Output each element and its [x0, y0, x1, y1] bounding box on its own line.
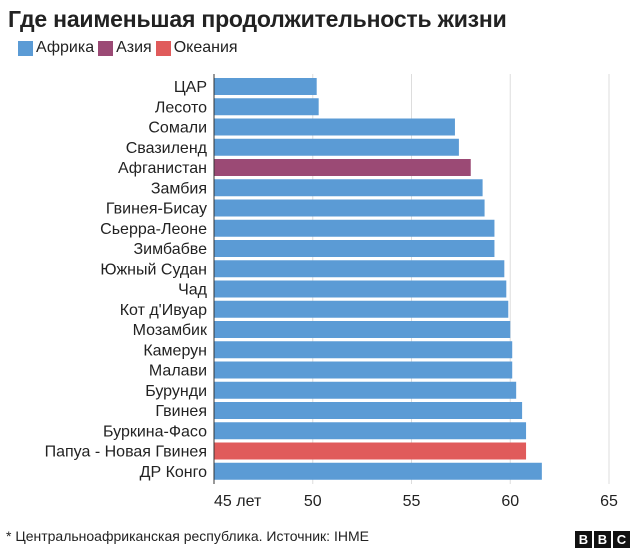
- legend-swatch-africa: [18, 40, 33, 56]
- category-label: Южный Судан: [100, 261, 207, 278]
- bar: [214, 260, 505, 278]
- category-label: ДР Конго: [140, 464, 207, 481]
- category-label: Малави: [149, 363, 207, 380]
- bar: [214, 98, 319, 116]
- x-tick-label: 65: [600, 493, 618, 510]
- bbc-logo-letter: C: [613, 531, 630, 548]
- category-label: Гвинея-Бисау: [106, 201, 207, 218]
- legend-label-africa: Африка: [36, 39, 95, 56]
- bbc-logo-letter: B: [594, 531, 611, 548]
- bbc-logo: B B C: [573, 531, 630, 548]
- legend-item-asia: Азия: [98, 39, 152, 57]
- category-label: Свазиленд: [126, 140, 208, 157]
- bar: [214, 78, 317, 95]
- bar: [214, 280, 507, 298]
- legend-item-oceania: Океания: [155, 39, 238, 57]
- legend-swatch-oceania: [155, 40, 171, 56]
- bar: [214, 300, 509, 318]
- category-label: Замбия: [151, 180, 207, 197]
- category-label: Лесото: [155, 99, 207, 116]
- bar: [214, 179, 483, 197]
- category-label: Сьерра-Леоне: [100, 221, 207, 238]
- bar: [214, 118, 455, 136]
- footnote: * Центральноафриканская республика. Исто…: [6, 528, 369, 544]
- bar: [214, 321, 511, 338]
- bar: [214, 462, 542, 480]
- x-tick-label: 60: [501, 493, 519, 510]
- category-label: ЦАР: [174, 79, 207, 96]
- bar: [214, 402, 523, 419]
- bar: [214, 219, 495, 237]
- category-label: Гвинея: [155, 403, 207, 420]
- x-tick-label: 55: [403, 493, 421, 510]
- bbc-logo-letter: B: [575, 531, 592, 548]
- x-tick-label: 50: [304, 493, 322, 510]
- legend: Африка Азия Океания: [18, 38, 242, 58]
- bar: [214, 199, 485, 217]
- bar: [214, 422, 527, 440]
- bar: [214, 240, 495, 257]
- category-label: Сомали: [148, 120, 207, 137]
- legend-label-asia: Азия: [116, 39, 152, 56]
- legend-swatch-asia: [98, 40, 114, 56]
- bar: [214, 159, 471, 176]
- bar: [214, 381, 517, 399]
- category-label: Кот д'Ивуар: [120, 302, 207, 319]
- bar: [214, 341, 513, 359]
- category-label: Чад: [178, 282, 208, 299]
- legend-label-oceania: Океания: [173, 39, 238, 56]
- bar: [214, 361, 513, 379]
- bar: [214, 138, 459, 156]
- x-tick-label: 45 лет: [214, 493, 262, 510]
- category-label: Буркина-Фасо: [103, 423, 207, 440]
- bar: [214, 442, 527, 460]
- category-label: Афганистан: [118, 160, 207, 177]
- category-label: Зимбабве: [134, 241, 208, 258]
- category-label: Мозамбик: [133, 322, 208, 339]
- chart-title: Где наименьшая продолжительность жизни: [8, 6, 507, 32]
- category-label: Камерун: [143, 342, 207, 359]
- legend-item-africa: Африка: [18, 39, 94, 57]
- category-label: Бурунди: [145, 383, 207, 400]
- category-label: Папуа - Новая Гвинея: [45, 444, 207, 461]
